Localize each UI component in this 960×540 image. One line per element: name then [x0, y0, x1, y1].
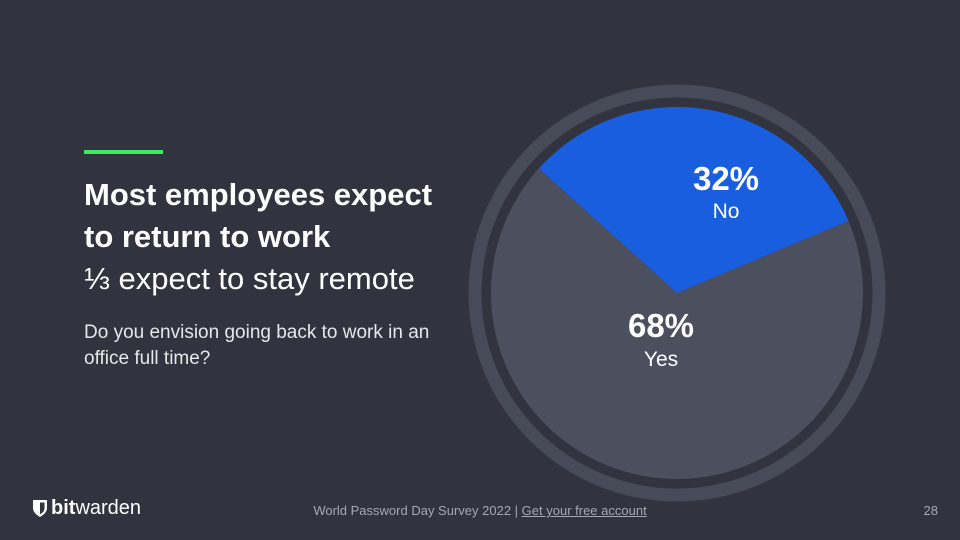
bitwarden-logo[interactable]: bitwarden: [33, 497, 141, 520]
slice-category-yes: Yes: [644, 348, 678, 371]
slide-headline: Most employees expect to return to work …: [84, 174, 432, 300]
slice-value-yes: 68%: [628, 307, 694, 344]
pie-slices: [491, 106, 863, 479]
free-account-link[interactable]: Get your free account: [521, 503, 647, 518]
pie-chart-svg: 32% No 68% Yes: [468, 84, 886, 502]
survey-question: Do you envision going back to work in an…: [84, 322, 430, 369]
accent-bar: [84, 150, 163, 154]
slice-label-yes: 68% Yes: [628, 307, 694, 371]
headline-line-1: Most employees expect: [84, 177, 433, 212]
survey-caption: World Password Day Survey 2022 |: [313, 503, 519, 518]
headline-line-2: to return to work: [84, 219, 331, 254]
page-number: 28: [923, 503, 938, 518]
slice-value-no: 32%: [693, 160, 759, 197]
pie-outer-ring: [468, 84, 886, 502]
pie-slice-yes: [491, 168, 863, 479]
slice-label-no: 32% No: [693, 160, 759, 223]
pie-slice-no: [538, 106, 849, 293]
headline-subtitle: ⅓ expect to stay remote: [84, 261, 415, 296]
slice-category-no: No: [713, 200, 740, 223]
pie-chart: 32% No 68% Yes: [466, 82, 888, 504]
footer-caption: World Password Day Survey 2022 | Get you…: [0, 503, 960, 518]
shield-icon: [33, 500, 47, 517]
brand-light: warden: [75, 497, 142, 519]
brand-bold: bit: [51, 497, 76, 519]
